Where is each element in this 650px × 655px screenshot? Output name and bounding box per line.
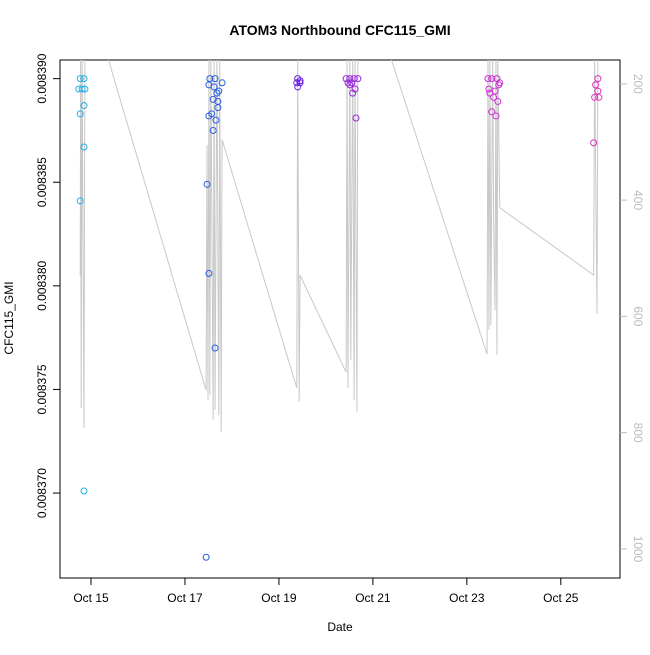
y-tick-label: 0.008370: [35, 468, 49, 518]
y2-tick-label: 400: [631, 190, 645, 210]
point: [591, 93, 599, 101]
point: [590, 139, 598, 147]
point: [488, 75, 496, 83]
point: [203, 180, 211, 188]
point: [210, 83, 218, 91]
x-tick-label: Oct 25: [543, 591, 579, 605]
point: [490, 93, 498, 101]
point: [488, 108, 496, 116]
point: [342, 75, 350, 83]
point: [344, 79, 352, 87]
x-axis-label: Date: [327, 620, 353, 634]
x-tick-label: Oct 15: [73, 591, 109, 605]
point: [494, 97, 502, 105]
point: [213, 89, 221, 97]
y-tick-label: 0.008380: [35, 261, 49, 311]
point: [492, 112, 500, 120]
point: [491, 87, 499, 95]
point: [211, 75, 219, 83]
point: [209, 126, 217, 134]
point: [595, 93, 603, 101]
pressure-line: [79, 60, 599, 433]
y2-tick-label: 600: [631, 306, 645, 326]
point: [80, 102, 88, 110]
y2-tick-label: 800: [631, 423, 645, 443]
point: [76, 110, 84, 118]
point: [81, 85, 89, 93]
point: [76, 197, 84, 205]
point: [202, 553, 210, 561]
point: [211, 344, 219, 352]
point: [294, 83, 302, 91]
point: [349, 89, 357, 97]
point: [594, 75, 602, 83]
x-tick-label: Oct 23: [449, 591, 485, 605]
x-tick-label: Oct 19: [261, 591, 297, 605]
y-axis-label: CFC115_GMI: [2, 281, 16, 354]
point: [484, 75, 492, 83]
point: [348, 79, 356, 87]
point: [354, 75, 362, 83]
point: [352, 114, 360, 122]
plot-frame: [59, 59, 621, 579]
y-tick-label: 0.008375: [35, 364, 49, 414]
point: [293, 79, 301, 87]
point: [215, 87, 223, 95]
point: [205, 269, 213, 277]
point: [76, 75, 84, 83]
y2-tick-label: 200: [631, 74, 645, 94]
point: [218, 79, 226, 87]
point: [592, 81, 600, 89]
point: [214, 104, 222, 112]
point: [485, 85, 493, 93]
point: [346, 81, 354, 89]
point: [78, 85, 86, 93]
y2-tick-label: 1000: [631, 536, 645, 563]
x-tick-label: Oct 21: [355, 591, 391, 605]
point: [80, 143, 88, 151]
point: [80, 487, 88, 495]
y-tick-label: 0.008390: [35, 53, 49, 103]
y-tick-label: 0.008385: [35, 157, 49, 207]
point: [80, 75, 88, 83]
point: [212, 116, 220, 124]
chart-title: ATOM3 Northbound CFC115_GMI: [229, 22, 450, 38]
point: [208, 110, 216, 118]
x-tick-label: Oct 17: [167, 591, 203, 605]
point: [495, 81, 503, 89]
